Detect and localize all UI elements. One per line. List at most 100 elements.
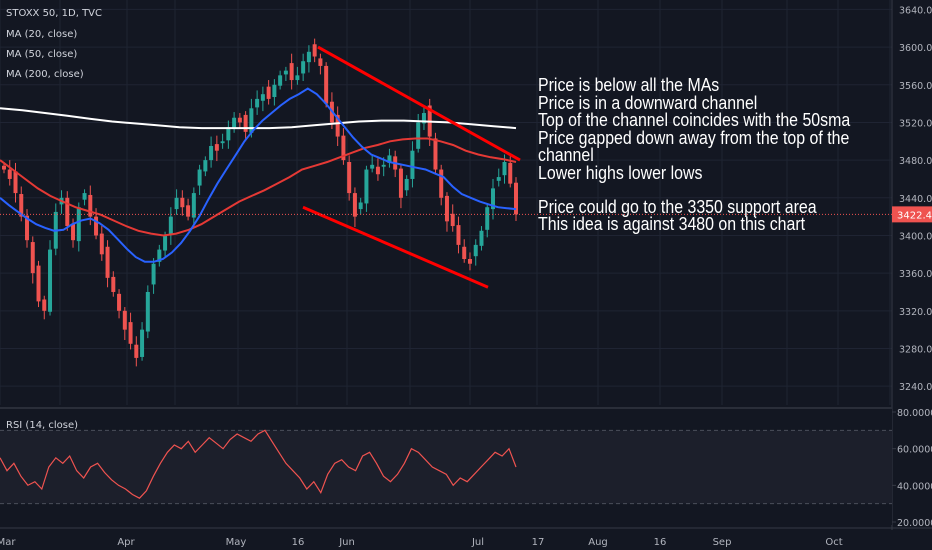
ma20-line [0,87,517,263]
annotation-line: Price could go to the 3350 support area [538,195,817,217]
x-tick-label: Sep [713,537,732,548]
candle-body [191,193,196,218]
channel-lower-line [302,205,489,289]
candle-body [232,117,237,130]
annotation-line: Top of the channel coincides with the 50… [538,109,851,131]
candle-body [387,155,392,163]
y-tick-label: 3600.0 [899,43,932,54]
last-price-tag [892,206,932,223]
candle-body [151,263,156,285]
candle-body [335,114,340,137]
x-tick-label: 16 [654,537,667,548]
candle-body [364,169,369,204]
x-tick-label: May [226,537,247,548]
candle-body [295,75,300,81]
candle-body [502,162,507,176]
ma20-legend: MA (20, close) [6,29,78,40]
candle-body [186,205,191,217]
candle-body [111,276,116,292]
candle-body [404,178,409,191]
candle-body [76,207,81,242]
annotation-text: Price is below all the MAs Price is in a… [538,74,851,233]
candle-body [197,169,202,186]
y-tick-label: 3400.0 [899,231,932,242]
candle-body [13,171,18,194]
candle-body [496,177,501,181]
x-tick-label: 17 [532,537,545,548]
y-tick-label: 3640.0 [899,5,932,16]
candle-body [71,224,76,241]
last-price-label: 3422.4 [897,210,932,221]
candle-body [255,98,260,108]
candle-body [226,127,231,141]
candle-body [128,322,133,344]
candle-body [2,165,6,170]
symbol-title: STOXX 50, 1D, TVC [6,8,103,19]
candle-body [209,145,214,161]
candle-body [462,246,467,260]
candle-body [398,168,403,198]
candle-body [30,242,35,274]
candle-body [25,215,30,241]
candle-body [220,141,225,144]
candle-body [237,117,242,123]
candle-body [381,164,386,167]
candle-body [203,160,208,172]
candle-body [416,122,421,149]
rsi-band [0,430,892,504]
x-tick-label: Jul [471,537,484,548]
candle-body [433,138,438,170]
annotation-line: Lower highs lower lows [538,161,703,183]
candle-body [450,213,455,227]
candle-body [134,344,139,358]
candle-body [117,293,122,311]
candle-body [65,197,70,227]
candle-body [421,113,426,124]
candle-body [410,150,415,179]
candle-body [180,197,185,208]
rsi-y-tick-label: 80.0000 [897,408,932,419]
candle-body [36,265,41,302]
x-tick-label: Apr [117,537,135,548]
y-tick-label: 3440.0 [899,194,932,205]
candle-body [243,114,248,132]
candle-body [485,207,490,230]
candle-body [479,230,484,246]
ma200-legend: MA (200, close) [6,69,84,80]
candle-body [278,75,283,86]
rsi-y-tick-label: 40.0000 [897,481,932,492]
candle-body [174,197,179,210]
candle-body [439,169,444,198]
candle-body [306,51,311,63]
ma50-legend: MA (50, close) [6,49,78,60]
candle-body [514,182,518,215]
y-tick-label: 3520.0 [899,118,932,129]
candle-body [347,162,352,194]
candle-body [214,144,219,151]
rsi-line [0,429,517,499]
candle-body [312,44,317,57]
candle-body [490,188,495,210]
candle-body [140,329,145,357]
rsi-y-tick-label: 20.0000 [897,518,932,529]
candle-body [260,94,265,101]
x-tick-label: Jun [338,537,355,548]
y-tick-label: 3280.0 [899,344,932,355]
candle-body [145,291,150,332]
pane-separator [0,407,892,409]
annotation-line: Price is below all the MAs [538,74,720,95]
rsi-legend: RSI (14, close) [6,420,79,431]
candle-body [105,246,110,278]
annotation-line: Price is in a downward channel [538,91,758,113]
x-tick-label: Oct [825,537,842,548]
candle-body [42,299,47,311]
candle-body [358,202,363,210]
channel-upper-line [317,45,521,162]
candle-body [467,259,472,264]
candle-body [168,216,173,235]
y-tick-label: 3480.0 [899,156,932,167]
candle-body [318,58,323,66]
candle-body [88,194,93,217]
y-tick-label: 3560.0 [899,81,932,92]
